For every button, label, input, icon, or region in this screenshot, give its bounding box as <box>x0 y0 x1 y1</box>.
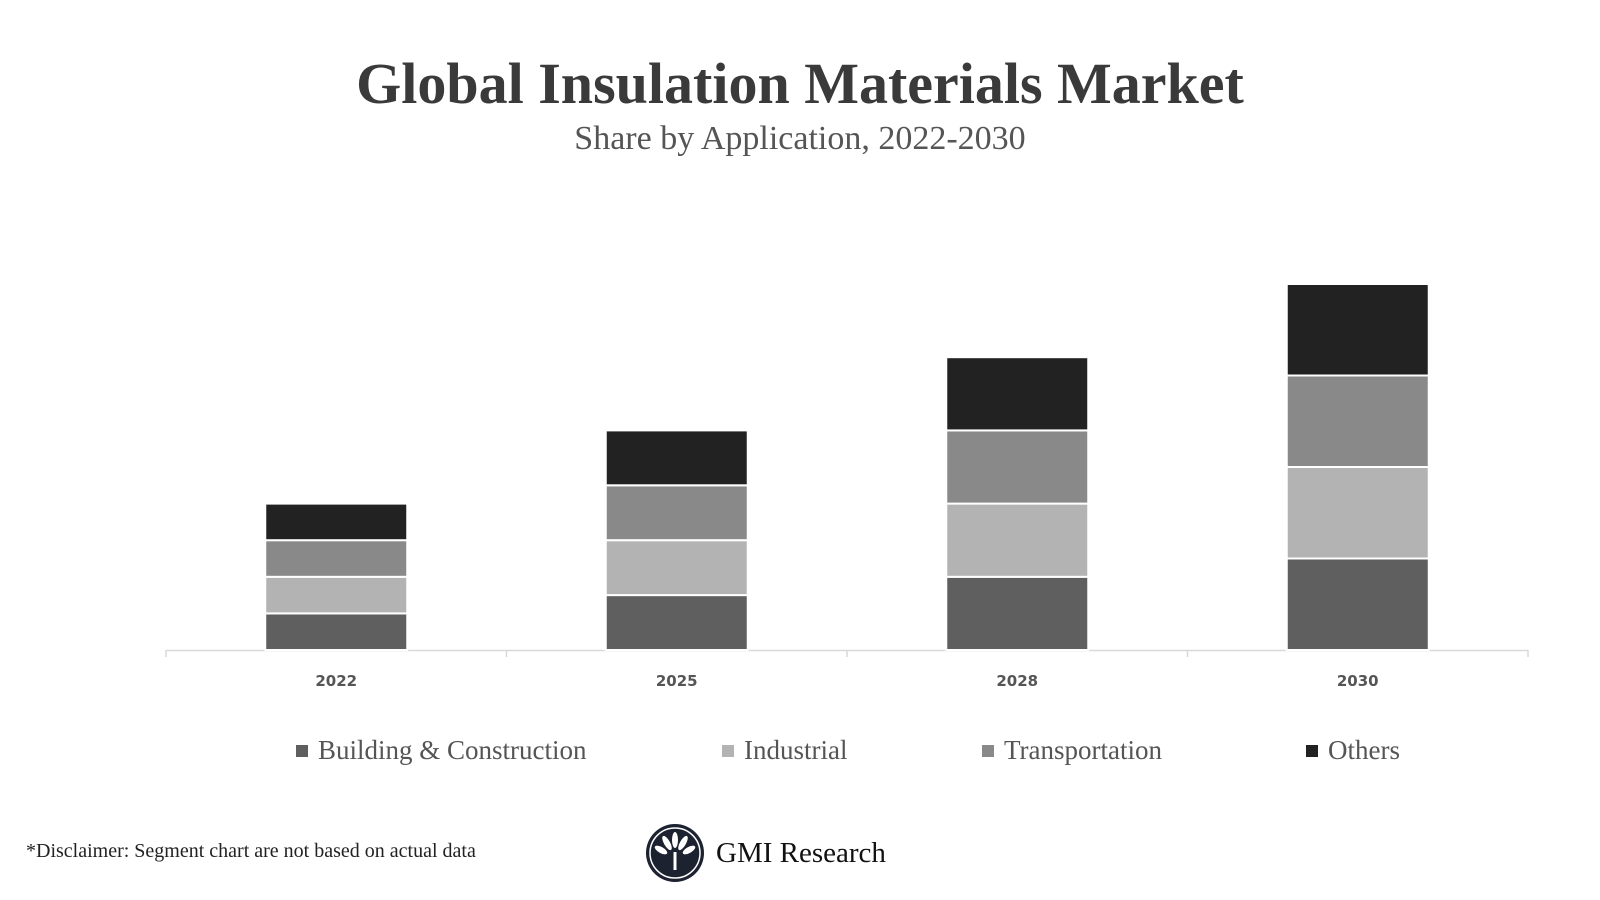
legend: Building & Construction Industrial Transpo… <box>0 735 1600 775</box>
legend-swatch <box>296 744 308 757</box>
x-tick-label: 2028 <box>996 672 1038 690</box>
bar-segment-2028-transportation <box>945 429 1090 505</box>
legend-label: Building & Construction <box>318 735 587 765</box>
legend-label: Transportation <box>1004 735 1163 765</box>
bar-segment-2030-transportation <box>1285 374 1430 468</box>
bar-segment-2022-building-construction <box>264 612 409 652</box>
legend-label: Others <box>1328 735 1400 765</box>
gmi-logo: GMI Research <box>644 822 886 884</box>
legend-item: Transportation <box>982 735 1162 766</box>
legend-item: Industrial <box>722 735 847 766</box>
x-tick-label: 2030 <box>1337 672 1379 690</box>
stacked-bar-chart: 2022 2025 2028 2030 <box>165 283 1529 690</box>
legend-swatch <box>722 744 734 757</box>
bar-segment-2025-others <box>604 429 749 487</box>
bar-segment-2030-others <box>1285 283 1430 377</box>
bar-segment-2030-industrial <box>1285 466 1430 560</box>
bar-segment-2025-transportation <box>604 484 749 542</box>
legend-swatch <box>1306 744 1318 757</box>
legend-label: Industrial <box>744 735 848 765</box>
legend-item: Building & Construction <box>296 735 587 766</box>
x-tick-label: 2025 <box>656 672 698 690</box>
bar-segment-2028-others <box>945 356 1090 432</box>
bar-segment-2022-transportation <box>264 539 409 578</box>
bar-segment-2025-industrial <box>604 539 749 597</box>
bar-segment-2022-others <box>264 502 409 542</box>
logo-text: GMI Research <box>716 836 886 869</box>
bar-segment-2028-industrial <box>945 502 1090 578</box>
disclaimer: *Disclaimer: Segment chart are not based… <box>26 840 476 862</box>
bar-segment-2028-building-construction <box>945 575 1090 651</box>
legend-swatch <box>982 744 994 757</box>
chart-subtitle: Share by Application, 2022-2030 <box>574 120 1026 157</box>
x-tick-label: 2022 <box>315 672 357 690</box>
fan-leaf-logo-icon <box>646 824 704 882</box>
legend-item: Others <box>1306 735 1400 766</box>
bar-segment-2025-building-construction <box>604 594 749 651</box>
chart-title: Global Insulation Materials Market <box>356 51 1244 116</box>
bar-segment-2030-building-construction <box>1285 557 1430 651</box>
bar-segment-2022-industrial <box>264 575 409 615</box>
